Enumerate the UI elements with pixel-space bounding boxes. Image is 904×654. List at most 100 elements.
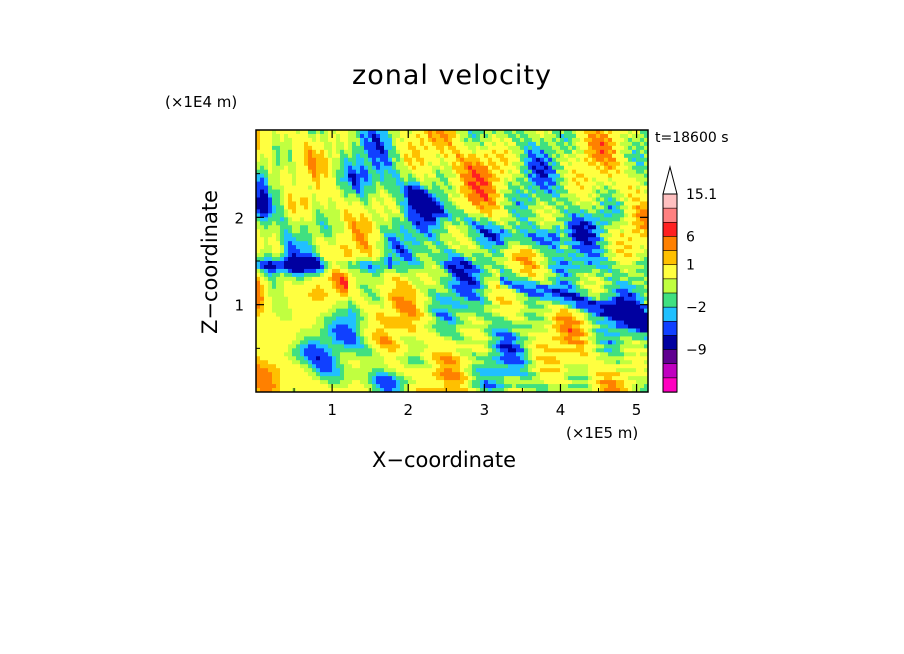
field-cell (480, 308, 485, 314)
field-cell (492, 133, 497, 139)
field-cell (512, 280, 517, 286)
field-cell (500, 197, 505, 203)
field-cell (432, 264, 437, 270)
field-cell (504, 133, 509, 139)
field-cell (460, 213, 465, 218)
field-cell (380, 157, 385, 163)
field-cell (292, 300, 297, 306)
field-cell (504, 205, 509, 210)
field-cell (272, 165, 277, 171)
field-cell (344, 149, 349, 155)
field-cell (340, 177, 345, 183)
field-cell (368, 320, 373, 326)
field-cell (360, 356, 365, 361)
field-cell (384, 205, 389, 210)
field-cell (352, 296, 357, 302)
field-cell (268, 233, 273, 238)
field-cell (356, 130, 361, 135)
field-cell (336, 169, 341, 175)
field-cell (288, 320, 293, 326)
field-cell (508, 245, 513, 250)
field-cell (456, 348, 461, 353)
field-cell (444, 316, 449, 322)
field-cell (324, 368, 329, 373)
field-cell (336, 149, 341, 155)
field-cell (264, 137, 269, 143)
field-cell (460, 165, 465, 171)
field-cell (424, 241, 429, 246)
field-cell (540, 328, 545, 334)
field-cell (392, 245, 397, 250)
field-cell (452, 280, 457, 286)
field-cell (384, 213, 389, 218)
field-cell (532, 241, 537, 246)
field-cell (488, 280, 493, 286)
field-cell (284, 272, 289, 278)
field-cell (332, 249, 337, 254)
field-cell (556, 169, 561, 175)
field-cell (356, 332, 361, 338)
field-cell (496, 268, 501, 274)
field-cell (524, 336, 529, 341)
field-cell (492, 356, 497, 361)
field-cell (384, 280, 389, 286)
field-cell (292, 145, 297, 151)
field-cell (280, 245, 285, 250)
field-cell (324, 320, 329, 326)
field-cell (424, 332, 429, 338)
field-cell (268, 193, 273, 199)
field-cell (312, 300, 317, 306)
field-cell (500, 130, 505, 135)
field-cell (488, 209, 493, 214)
field-cell (484, 173, 489, 179)
field-cell (536, 157, 541, 163)
field-cell (480, 261, 485, 266)
field-cell (484, 185, 489, 191)
field-cell (260, 261, 265, 266)
field-cell (280, 157, 285, 163)
field-cell (448, 308, 453, 314)
field-cell (512, 344, 517, 349)
field-cell (508, 304, 513, 310)
field-cell (292, 344, 297, 349)
field-cell (360, 189, 365, 195)
field-cell (288, 364, 293, 369)
field-cell (276, 229, 281, 234)
field-cell (268, 177, 273, 183)
field-cell (428, 177, 433, 183)
field-cell (376, 380, 381, 385)
field-cell (264, 296, 269, 302)
field-cell (496, 225, 501, 230)
field-cell (492, 257, 497, 262)
field-cell (328, 130, 333, 135)
field-cell (332, 292, 337, 298)
field-cell (316, 288, 321, 294)
field-cell (384, 324, 389, 330)
field-cell (548, 213, 553, 218)
field-cell (312, 272, 317, 278)
field-cell (444, 165, 449, 171)
field-cell (432, 201, 437, 207)
field-cell (452, 245, 457, 250)
field-cell (468, 153, 473, 159)
field-cell (444, 308, 449, 314)
field-cell (256, 372, 261, 377)
field-cell (336, 137, 341, 143)
field-cell (292, 328, 297, 334)
field-cell (412, 352, 417, 357)
field-cell (336, 364, 341, 369)
field-cell (364, 189, 369, 195)
field-cell (332, 233, 337, 238)
field-cell (256, 344, 261, 349)
field-cell (280, 141, 285, 147)
field-cell (324, 153, 329, 159)
field-cell (532, 328, 537, 334)
field-cell (464, 304, 469, 310)
field-cell (416, 141, 421, 147)
field-cell (532, 209, 537, 214)
field-cell (428, 161, 433, 167)
field-cell (556, 197, 561, 203)
field-cell (356, 217, 361, 222)
field-cell (404, 153, 409, 159)
field-cell (352, 276, 357, 282)
